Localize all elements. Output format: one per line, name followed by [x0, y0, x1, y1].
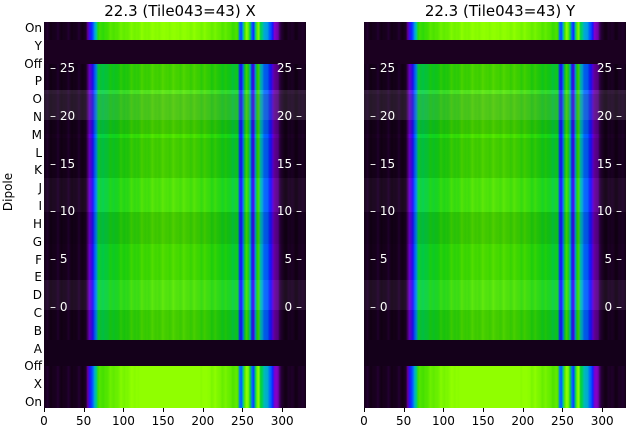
category-tick: O [32, 92, 42, 107]
heat-gap-upper [44, 40, 306, 64]
category-tick: N [33, 110, 42, 125]
x-tick-mark [163, 408, 165, 412]
x-tick-label: 150 [471, 414, 495, 428]
inner-y-axis-right-panel-left: 25 – 20 – 15 – 10 – 5 – 0 – [264, 22, 304, 408]
x-tick-mark [562, 408, 564, 412]
category-tick: Y [34, 38, 42, 53]
x-tick-label: 200 [511, 414, 535, 428]
panel-title-left: 22.3 (Tile043=43) X [104, 2, 256, 20]
x-tick-mark [522, 408, 524, 412]
inner-y-tick: 0 – [284, 300, 302, 314]
inner-y-tick: – 10 [370, 204, 396, 219]
inner-y-axis-left-panel-left: – 25 – 20 – 15 – 10 – 5 – 0 [46, 22, 86, 408]
x-tick-label: 300 [590, 414, 614, 428]
x-tick-mark [443, 408, 445, 412]
category-tick: I [38, 199, 42, 214]
category-tick: A [33, 341, 42, 356]
heatmap-panel-right[interactable]: – 25 – 20 – 15 – 10 – 5 – 0 25 – 20 – 15 – 10 – 5… [364, 22, 626, 408]
category-tick: M [31, 127, 42, 142]
x-tick-mark [242, 408, 244, 412]
category-tick: P [34, 74, 42, 89]
heat-band-bottom [364, 366, 626, 408]
category-tick: On [24, 395, 42, 409]
x-tick-mark [44, 408, 45, 412]
x-tick-mark [282, 408, 284, 412]
x-tick-label: 100 [431, 414, 455, 428]
heat-gap-upper [364, 40, 626, 64]
inner-y-tick: 15 – [596, 156, 622, 171]
inner-y-tick: 15 – [276, 156, 302, 171]
category-tick: X [33, 377, 42, 392]
inner-y-tick: – 25 [50, 61, 76, 75]
inner-y-tick: 5 – [284, 252, 302, 267]
inner-y-tick: 25 – [276, 61, 302, 75]
category-tick: D [32, 288, 42, 303]
category-tick: G [32, 234, 42, 249]
heat-band-bottom [44, 366, 306, 408]
heat-band-top [364, 22, 626, 40]
inner-y-tick: – 20 [370, 108, 396, 123]
heat-gap-lower [364, 340, 626, 366]
inner-y-tick: 0 – [604, 300, 622, 314]
x-tick-mark [123, 408, 125, 412]
x-tick-label: 50 [396, 414, 412, 428]
panel-title-right: 22.3 (Tile043=43) Y [424, 2, 576, 20]
category-tick: Off [24, 56, 42, 71]
inner-y-tick: – 10 [50, 204, 76, 219]
category-tick: F [35, 252, 42, 267]
x-tick-mark [202, 408, 204, 412]
inner-y-tick: – 0 [370, 300, 388, 314]
category-tick: On [24, 21, 42, 35]
inner-y-tick: 20 – [276, 108, 302, 123]
inner-y-tick: 25 – [596, 61, 622, 75]
x-tick-label: 250 [551, 414, 574, 428]
heatmap-panel-left[interactable]: – 25 – 20 – 15 – 10 – 5 – 0 25 – 20 – 15 – 10 – 5… [44, 22, 306, 408]
category-tick: K [34, 163, 42, 178]
heat-band-top [44, 22, 306, 40]
x-tick-label: 50 [76, 414, 92, 428]
inner-y-axis-right-panel-right: 25 – 20 – 15 – 10 – 5 – 0 – [584, 22, 624, 408]
category-tick: C [33, 305, 42, 320]
inner-y-axis-left-panel-right: – 25 – 20 – 15 – 10 – 5 – 0 [366, 22, 406, 408]
inner-y-tick: – 5 [370, 252, 388, 267]
x-tick-label: 300 [270, 414, 294, 428]
category-tick: J [38, 181, 42, 196]
category-tick: L [35, 145, 42, 160]
x-tick-mark [403, 408, 405, 412]
inner-y-tick: 5 – [604, 252, 622, 267]
x-axis-left: 0 50 100 150 200 250 300 [40, 408, 306, 438]
x-tick-mark [602, 408, 604, 412]
x-tick-mark [83, 408, 85, 412]
inner-y-tick: – 15 [50, 156, 76, 171]
category-tick: E [34, 270, 42, 285]
inner-y-tick: 10 – [276, 204, 302, 219]
x-tick-label: 250 [231, 414, 254, 428]
x-tick-label: 200 [191, 414, 215, 428]
x-tick-mark [364, 408, 365, 412]
x-axis-right: 0 50 100 150 200 250 300 [360, 408, 626, 438]
heat-gap-lower [44, 340, 306, 366]
inner-y-tick: – 0 [50, 300, 68, 314]
category-tick: Off [24, 359, 42, 374]
inner-y-tick: – 15 [370, 156, 396, 171]
category-tick: B [33, 323, 42, 338]
category-tick: H [32, 216, 42, 231]
inner-y-tick: – 25 [370, 61, 396, 75]
category-axis-left: On Y Off P O N M L K J I H G F E D C B A Off X On [6, 22, 42, 408]
inner-y-tick: – 20 [50, 108, 76, 123]
x-tick-label: 0 [360, 414, 368, 428]
inner-y-tick: – 5 [50, 252, 68, 267]
x-tick-label: 100 [111, 414, 135, 428]
inner-y-tick: 20 – [596, 108, 622, 123]
inner-y-tick: 10 – [596, 204, 622, 219]
x-tick-mark [483, 408, 485, 412]
x-tick-label: 0 [40, 414, 48, 428]
x-tick-label: 150 [151, 414, 175, 428]
